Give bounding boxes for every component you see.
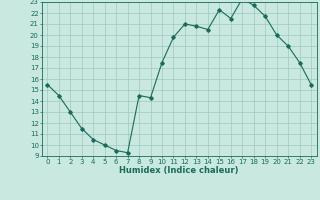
X-axis label: Humidex (Indice chaleur): Humidex (Indice chaleur)	[119, 166, 239, 175]
